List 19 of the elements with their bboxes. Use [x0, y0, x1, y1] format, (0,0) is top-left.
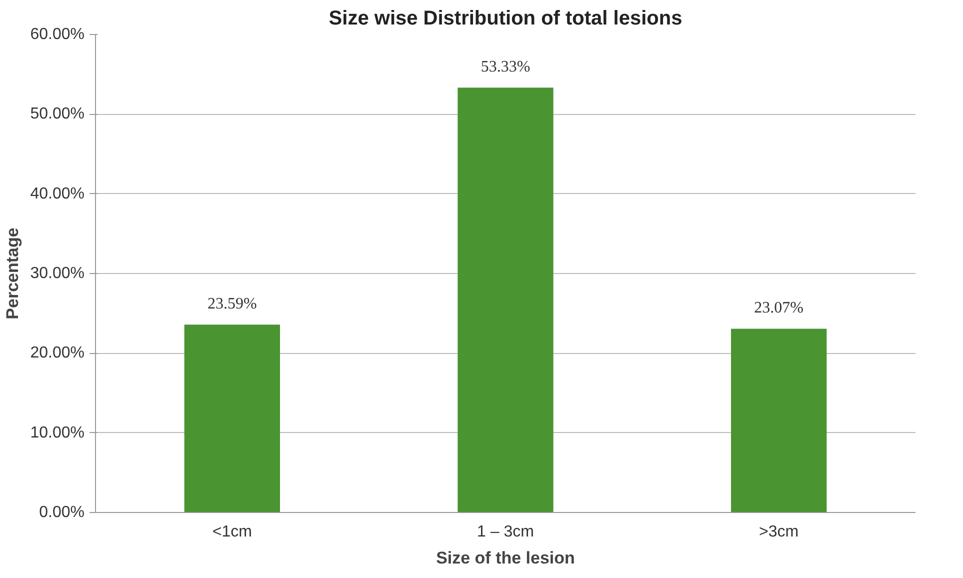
chart-title: Size wise Distribution of total lesions — [328, 8, 682, 30]
x-axis-title: Size of the lesion — [436, 548, 575, 568]
x-tick-label: >3cm — [759, 524, 799, 540]
y-axis-title: Percentage — [3, 228, 22, 320]
y-tick-label: 60.00% — [30, 26, 84, 43]
x-tick-label: 1 – 3cm — [477, 524, 534, 540]
y-tick-label: 50.00% — [30, 106, 84, 123]
y-tick-label: 40.00% — [30, 185, 84, 202]
y-tick-label: 0.00% — [39, 504, 85, 521]
x-tick-label: <1cm — [212, 524, 252, 540]
bar — [184, 324, 280, 512]
y-tick-label: 10.00% — [30, 424, 84, 442]
data-label: 23.07% — [754, 300, 804, 317]
y-tick-label: 30.00% — [30, 265, 84, 282]
y-tick-label: 20.00% — [30, 344, 84, 362]
data-label: 23.59% — [208, 296, 257, 313]
data-label: 53.33% — [480, 58, 530, 76]
bar — [731, 328, 827, 512]
bar — [458, 88, 554, 512]
